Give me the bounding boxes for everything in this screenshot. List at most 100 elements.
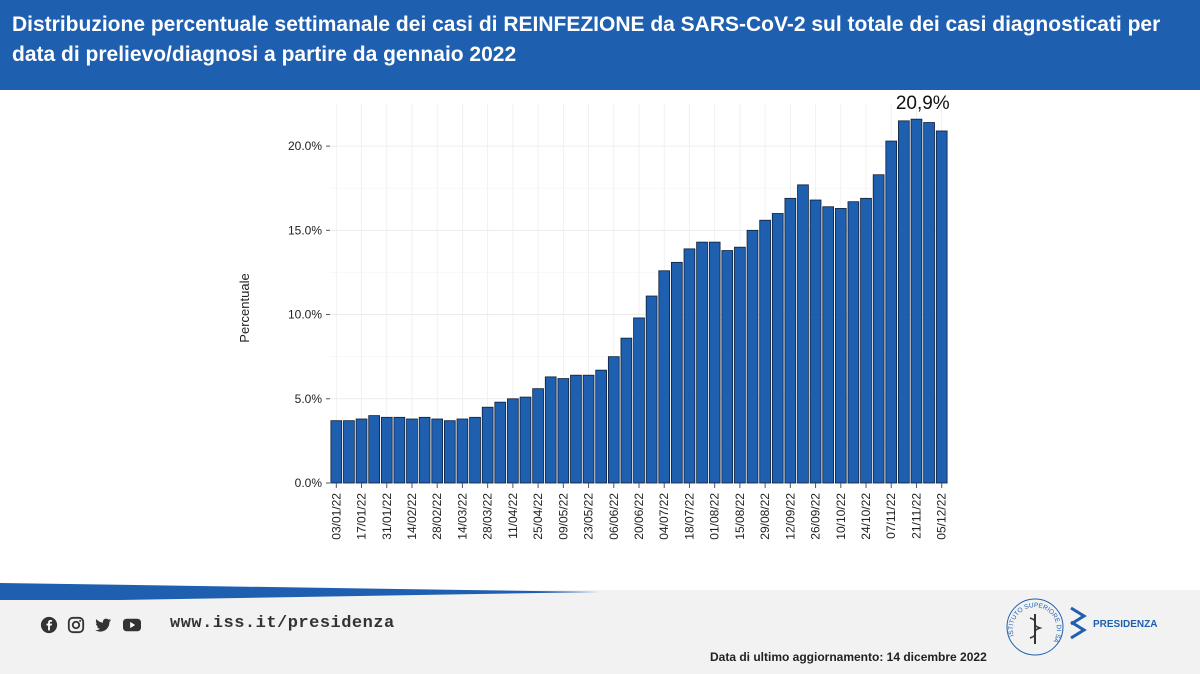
y-tick-label: 20.0% xyxy=(288,139,322,153)
x-tick-label: 21/11/22 xyxy=(909,493,923,539)
bar-29/08/22 xyxy=(759,219,771,484)
bar-03/10/22 xyxy=(822,206,835,484)
x-tick-label: 14/03/22 xyxy=(455,493,469,540)
youtube-icon[interactable] xyxy=(121,616,143,634)
bar-17/10/22 xyxy=(847,201,860,484)
y-tick-label: 5.0% xyxy=(295,392,323,406)
x-tick-label: 29/08/22 xyxy=(758,493,772,540)
bar-10/01/22 xyxy=(343,420,355,484)
x-tick-label: 28/03/22 xyxy=(481,493,495,540)
bar-17/01/22 xyxy=(355,418,368,484)
website-link[interactable]: www.iss.it/presidenza xyxy=(170,614,395,633)
bars xyxy=(330,118,948,484)
bar-18/04/22 xyxy=(519,396,532,484)
bar-chart: 0.0% 5.0% 10.0% 15.0% 20.0% 03/01/22 17/01/22… xyxy=(237,93,950,540)
x-tick-label: 09/05/22 xyxy=(556,493,570,540)
y-tick-label: 15.0% xyxy=(288,223,322,237)
bar-30/05/22 xyxy=(595,369,607,484)
header-banner: Distribuzione percentuale settimanale de… xyxy=(0,0,1200,90)
bar-12/09/22 xyxy=(784,197,797,484)
bar-02/05/22 xyxy=(544,376,557,484)
x-tick-label: 10/10/22 xyxy=(834,493,848,540)
bar-07/11/22 xyxy=(885,140,898,484)
x-tick-label: 01/08/22 xyxy=(708,493,722,540)
bar-25/04/22 xyxy=(532,388,544,484)
facebook-icon[interactable] xyxy=(40,616,58,634)
bar-28/02/22 xyxy=(431,418,444,484)
y-axis-label: Percentuale xyxy=(237,273,252,342)
bar-06/06/22 xyxy=(607,356,620,484)
bar-11/07/22 xyxy=(671,261,683,484)
bar-25/07/22 xyxy=(696,241,708,484)
bar-15/08/22 xyxy=(734,246,746,484)
x-tick-label: 07/11/22 xyxy=(884,493,898,539)
bar-03/01/22 xyxy=(330,420,343,484)
bar-22/08/22 xyxy=(746,229,759,484)
footer-accent xyxy=(0,583,600,600)
bar-23/05/22 xyxy=(582,374,595,484)
x-tick-label: 15/08/22 xyxy=(733,493,747,540)
x-tick-label: 31/01/22 xyxy=(380,493,394,540)
x-tick-label: 12/09/22 xyxy=(783,493,797,540)
social-links xyxy=(40,616,143,634)
bar-11/04/22 xyxy=(507,398,519,484)
presidenza-logo-icon xyxy=(1070,606,1087,640)
bar-27/06/22 xyxy=(645,295,658,484)
y-tick-label: 10.0% xyxy=(288,308,322,322)
bar-31/10/22 xyxy=(872,174,885,484)
bar-07/03/22 xyxy=(443,420,456,484)
x-tick-label: 03/01/22 xyxy=(329,493,343,540)
bar-21/03/22 xyxy=(469,416,481,484)
last-value-annotation: 20,9% xyxy=(896,93,950,114)
bar-04/07/22 xyxy=(658,270,671,484)
twitter-icon[interactable] xyxy=(94,616,112,634)
bar-24/01/22 xyxy=(368,415,380,484)
bar-16/05/22 xyxy=(570,374,582,484)
x-tick-label: 23/05/22 xyxy=(582,493,596,540)
x-tick-label: 24/10/22 xyxy=(859,493,873,540)
bar-31/01/22 xyxy=(380,416,393,484)
bar-21/02/22 xyxy=(418,416,431,484)
y-axis: 0.0% 5.0% 10.0% 15.0% 20.0% xyxy=(288,139,330,490)
bar-21/11/22 xyxy=(910,118,923,484)
bar-13/06/22 xyxy=(620,337,633,484)
x-tick-label: 28/02/22 xyxy=(430,493,444,540)
x-tick-label: 20/06/22 xyxy=(632,493,646,540)
x-tick-label: 11/04/22 xyxy=(506,493,520,539)
x-axis: 03/01/22 17/01/22 31/01/22 14/02/22 28/02/22… xyxy=(329,483,949,540)
bar-28/03/22 xyxy=(481,406,494,484)
bar-18/07/22 xyxy=(683,248,696,484)
x-tick-label: 06/06/22 xyxy=(607,493,621,540)
bar-24/10/22 xyxy=(860,197,872,484)
bar-14/11/22 xyxy=(898,120,910,484)
x-tick-label: 17/01/22 xyxy=(355,493,369,540)
x-tick-label: 26/09/22 xyxy=(809,493,823,540)
x-tick-label: 25/04/22 xyxy=(531,493,545,540)
page-title: Distribuzione percentuale settimanale de… xyxy=(12,13,1161,66)
bar-10/10/22 xyxy=(834,208,847,484)
bar-05/12/22 xyxy=(935,130,948,484)
bar-14/02/22 xyxy=(406,418,418,484)
footer-band xyxy=(0,590,1200,674)
presidenza-label: PRESIDENZA xyxy=(1093,619,1158,630)
bar-14/03/22 xyxy=(456,418,469,484)
x-tick-label: 14/02/22 xyxy=(405,493,419,540)
bar-09/05/22 xyxy=(557,378,570,484)
bar-04/04/22 xyxy=(494,401,507,484)
bar-08/08/22 xyxy=(721,250,734,484)
bar-07/02/22 xyxy=(393,416,406,484)
iss-seal-logo: ISTITUTO SUPERIORE DI SANITÀ xyxy=(1004,596,1064,656)
bar-05/09/22 xyxy=(771,213,784,484)
x-tick-label: 05/12/22 xyxy=(935,493,949,540)
x-tick-label: 04/07/22 xyxy=(657,493,671,540)
bar-19/09/22 xyxy=(797,184,809,484)
bar-01/08/22 xyxy=(708,241,721,484)
last-update-text: Data di ultimo aggiornamento: 14 dicembr… xyxy=(710,650,987,664)
bar-28/11/22 xyxy=(923,122,935,484)
x-tick-label: 18/07/22 xyxy=(682,493,696,540)
y-tick-label: 0.0% xyxy=(295,476,323,490)
bar-26/09/22 xyxy=(809,199,822,484)
instagram-icon[interactable] xyxy=(67,616,85,634)
chart-area: 0.0% 5.0% 10.0% 15.0% 20.0% 03/01/22 17/01/22… xyxy=(0,90,1200,590)
bar-20/06/22 xyxy=(633,317,645,484)
